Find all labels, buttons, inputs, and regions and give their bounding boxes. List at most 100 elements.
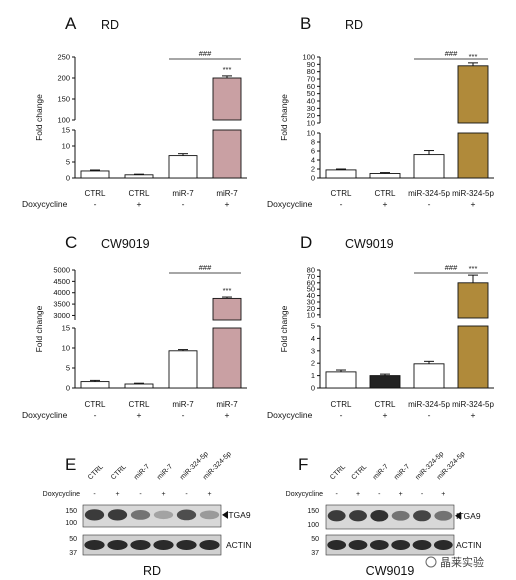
watermark-text: 晶莱实验: [440, 555, 484, 569]
doxycycline-sign: -: [139, 491, 142, 498]
comparison-label: ###: [199, 49, 212, 58]
y-tick-label: 15: [62, 324, 70, 333]
y-tick-label: 1: [311, 371, 315, 380]
y-tick-label: 3: [311, 346, 315, 355]
itga9-band: [199, 510, 220, 520]
lane-label: CTRL: [350, 463, 368, 481]
category-label: miR-324-5p: [408, 189, 450, 198]
bar: [168, 155, 198, 179]
category-label: miR-7: [216, 189, 238, 198]
y-tick-label: 4000: [53, 288, 70, 297]
doxycycline-sign: -: [378, 491, 381, 498]
mw-marker: 100: [307, 522, 319, 529]
bar-lower: [457, 132, 489, 179]
doxycycline-sign: +: [207, 491, 211, 498]
actin-band: [153, 540, 174, 550]
bar: [413, 363, 445, 389]
category-label: miR-7: [172, 189, 194, 198]
itga9-band: [391, 510, 410, 521]
panel-cell-line: RD: [345, 18, 363, 32]
mw-marker: 50: [311, 536, 319, 543]
blot-e: E CTRL-CTRL+miR-7-miR-7+miR-324-5p-miR-32…: [43, 451, 252, 578]
bar-upper: [212, 297, 242, 321]
doxycycline-sign: +: [225, 199, 230, 209]
y-tick-label: 4: [311, 334, 315, 343]
itga9-band: [327, 510, 346, 522]
actin-band: [84, 540, 105, 550]
mw-marker: 50: [69, 536, 77, 543]
y-tick-label: 50: [307, 285, 315, 294]
y-tick-label: 15: [62, 126, 70, 135]
y-axis-label: Fold change: [279, 94, 289, 141]
doxycycline-row-label: Doxycycline: [22, 410, 68, 420]
doxycycline-sign: -: [182, 410, 185, 420]
y-tick-label: 70: [307, 272, 315, 281]
y-tick-label: 0: [66, 174, 70, 183]
category-label: miR-7: [172, 400, 194, 409]
doxycycline-sign: -: [93, 491, 96, 498]
blot-cell-line: CW9019: [366, 564, 415, 578]
y-tick-label: 5: [66, 364, 70, 373]
doxycycline-sign: +: [441, 491, 445, 498]
doxycycline-sign: +: [115, 491, 119, 498]
actin-band: [369, 540, 389, 550]
doxycycline-sign: -: [421, 491, 424, 498]
bar: [369, 375, 401, 389]
actin-band: [107, 540, 128, 550]
significance-stars: ***: [469, 264, 478, 273]
category-label: CTRL: [375, 189, 396, 198]
doxycycline-sign: -: [428, 410, 431, 420]
y-tick-label: 20: [307, 304, 315, 313]
panel-letter: F: [298, 455, 308, 474]
doxycycline-row-label: Doxycycline: [267, 199, 313, 209]
band-arrow-icon: [455, 511, 461, 520]
doxycycline-sign: +: [225, 410, 230, 420]
comparison-label: ###: [199, 263, 212, 272]
category-label: CTRL: [375, 400, 396, 409]
itga9-band: [349, 510, 367, 522]
bar-upper: [457, 65, 489, 124]
y-tick-label: 10: [307, 119, 315, 128]
panel-cell-line: CW9019: [345, 237, 394, 251]
bar: [325, 169, 357, 179]
lane-label: miR-7: [393, 463, 411, 481]
y-tick-label: 70: [307, 75, 315, 84]
actin-band: [412, 540, 432, 550]
category-label: CTRL: [129, 189, 150, 198]
y-tick-label: 250: [57, 53, 70, 62]
bar-upper: [457, 282, 489, 319]
y-tick-label: 8: [311, 138, 315, 147]
y-tick-label: 3000: [53, 311, 70, 320]
doxycycline-row-label: Doxycycline: [267, 410, 313, 420]
itga9-label: ITGA9: [456, 511, 481, 521]
panel-letter: A: [65, 14, 77, 33]
doxycycline-sign: -: [428, 199, 431, 209]
bar-lower: [212, 129, 242, 179]
panel-cell-line: CW9019: [101, 237, 150, 251]
y-tick-label: 50: [307, 89, 315, 98]
actin-label: ACTIN: [226, 540, 252, 550]
y-tick-label: 4500: [53, 277, 70, 286]
y-tick-label: 30: [307, 298, 315, 307]
actin-band: [130, 540, 151, 550]
y-tick-label: 3500: [53, 300, 70, 309]
actin-band: [433, 540, 453, 550]
y-tick-label: 90: [307, 60, 315, 69]
doxycycline-sign: +: [399, 491, 403, 498]
doxycycline-row-label: Doxycycline: [22, 199, 68, 209]
mw-marker: 100: [65, 520, 77, 527]
bar: [80, 381, 110, 389]
actin-band: [348, 540, 368, 550]
panel-cell-line: RD: [101, 18, 119, 32]
y-tick-label: 40: [307, 291, 315, 300]
y-axis-label: Fold change: [279, 305, 289, 352]
category-label: miR-324-5p: [452, 400, 494, 409]
y-tick-label: 80: [307, 266, 315, 275]
mw-marker: 150: [65, 508, 77, 515]
panel-letter: D: [300, 233, 312, 252]
y-tick-label: 40: [307, 97, 315, 106]
doxycycline-sign: -: [340, 199, 343, 209]
lane-label: CTRL: [87, 463, 105, 481]
doxycycline-sign: +: [137, 199, 142, 209]
